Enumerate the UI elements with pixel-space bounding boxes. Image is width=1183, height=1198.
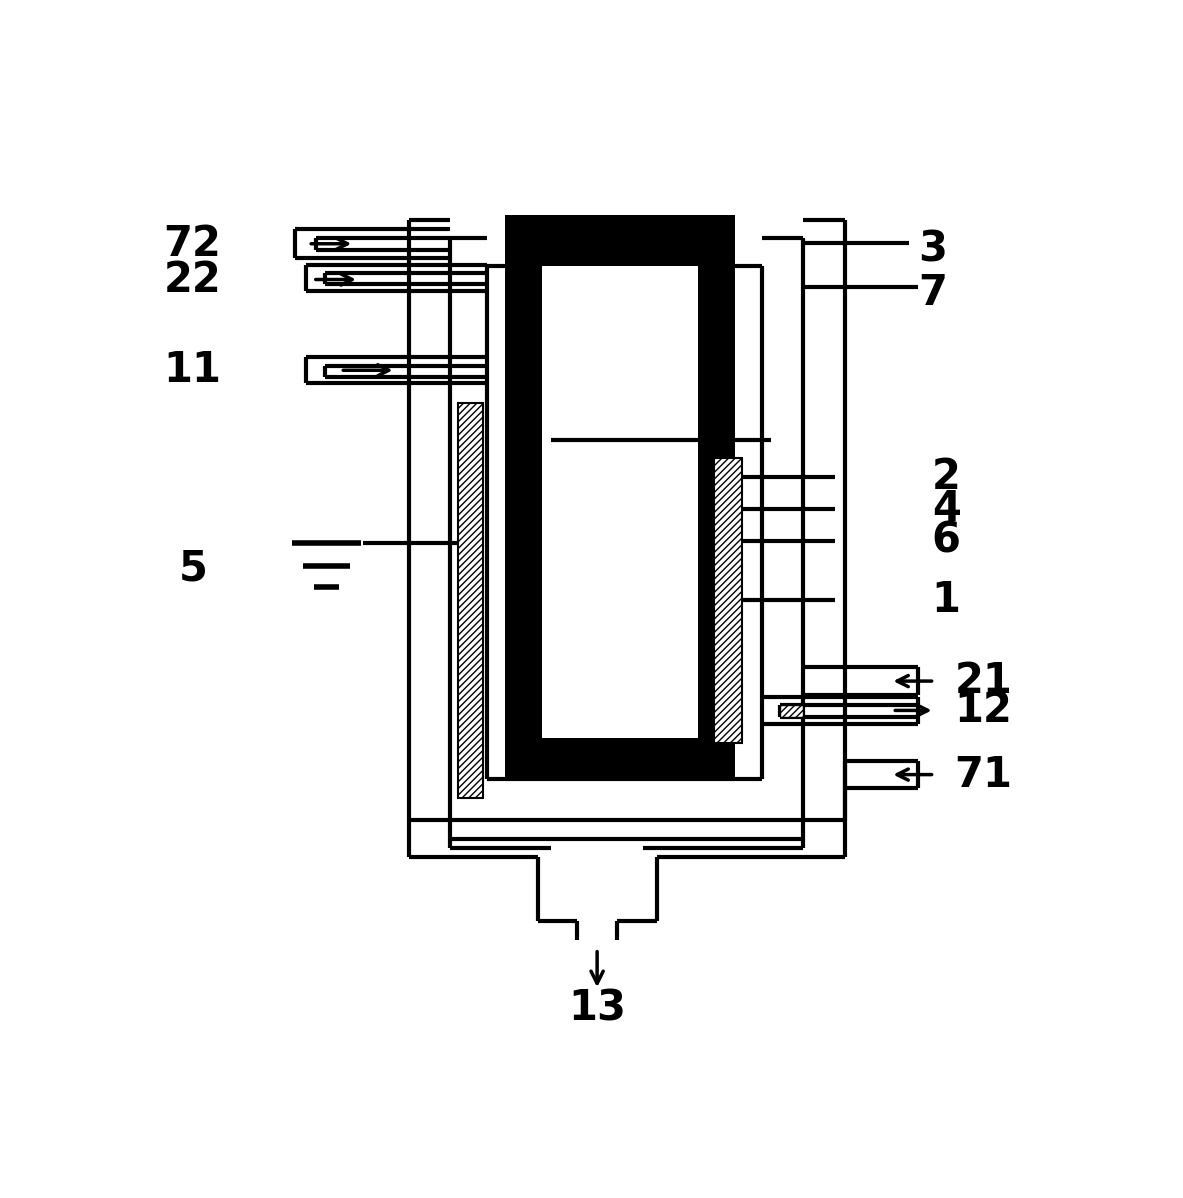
Text: 21: 21	[955, 660, 1013, 702]
Text: 5: 5	[179, 547, 207, 589]
Bar	[505, 266, 542, 743]
Text: 7: 7	[918, 272, 948, 314]
Text: 12: 12	[955, 689, 1013, 732]
Text: 4: 4	[932, 488, 961, 530]
Text: 13: 13	[568, 987, 626, 1029]
Bar	[715, 459, 742, 743]
Text: 2: 2	[932, 455, 961, 497]
Text: 6: 6	[932, 520, 961, 562]
Bar	[505, 738, 735, 779]
Bar	[505, 216, 735, 266]
Text: 22: 22	[163, 259, 221, 301]
Text: 3: 3	[918, 229, 948, 271]
Text: 71: 71	[955, 754, 1013, 795]
Text: 11: 11	[163, 350, 221, 392]
Bar	[698, 266, 735, 743]
Bar	[781, 704, 803, 716]
Bar	[458, 404, 484, 798]
Text: 1: 1	[932, 580, 961, 622]
Text: 72: 72	[163, 223, 221, 265]
